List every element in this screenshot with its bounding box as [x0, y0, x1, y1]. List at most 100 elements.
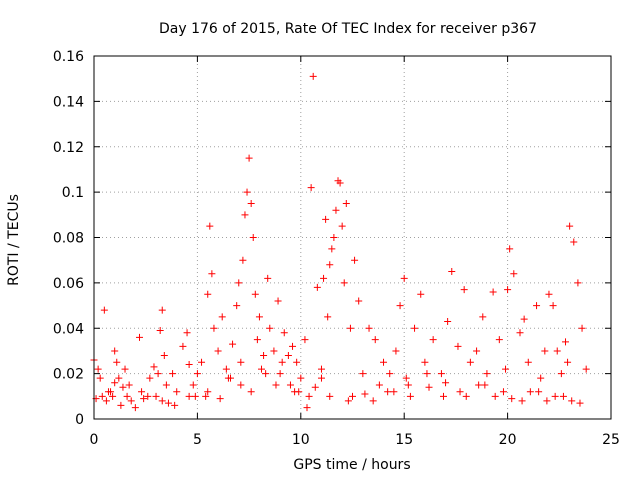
- data-point: [198, 358, 206, 366]
- data-point: [380, 358, 388, 366]
- x-tick-label: 10: [292, 432, 310, 448]
- data-point: [361, 390, 369, 398]
- y-tick-label: 0.06: [53, 276, 84, 292]
- data-point: [317, 374, 325, 382]
- data-point: [437, 370, 445, 378]
- data-point: [249, 234, 257, 241]
- data-point: [351, 256, 359, 264]
- data-point: [247, 199, 255, 207]
- data-point: [284, 351, 292, 359]
- data-point: [162, 381, 170, 389]
- data-point: [322, 215, 330, 223]
- data-point: [411, 324, 419, 332]
- data-point: [164, 399, 172, 407]
- data-point: [140, 395, 148, 403]
- grid-layer: [94, 56, 611, 419]
- data-point: [270, 347, 278, 355]
- data-point: [233, 302, 241, 310]
- data-point: [204, 388, 212, 396]
- data-point: [297, 374, 305, 382]
- data-point: [127, 397, 135, 405]
- data-point: [328, 245, 336, 253]
- data-point: [448, 268, 456, 276]
- data-point: [543, 397, 551, 405]
- data-point: [559, 392, 567, 400]
- data-point: [179, 342, 187, 350]
- data-point: [251, 290, 259, 298]
- x-axis-label: GPS time / hours: [293, 457, 410, 473]
- data-point: [404, 381, 412, 389]
- data-point: [237, 358, 245, 366]
- data-point: [516, 329, 524, 337]
- data-point: [278, 358, 286, 366]
- x-tick-label: 20: [499, 432, 517, 448]
- data-point: [578, 324, 586, 332]
- y-tick-label: 0.14: [53, 94, 84, 110]
- data-point: [214, 347, 222, 355]
- data-point: [183, 329, 191, 337]
- data-point: [276, 370, 284, 378]
- data-point: [330, 234, 338, 241]
- data-point: [371, 336, 379, 344]
- data-point: [524, 358, 532, 366]
- data-point: [473, 347, 481, 355]
- data-point: [384, 388, 392, 396]
- data-point: [557, 370, 565, 378]
- data-point: [286, 381, 294, 389]
- data-point: [208, 270, 216, 278]
- data-point: [144, 392, 152, 400]
- data-point: [342, 199, 350, 207]
- data-point: [311, 383, 319, 391]
- data-point: [537, 374, 545, 382]
- data-point: [340, 279, 348, 287]
- data-point: [549, 302, 557, 310]
- data-point: [111, 379, 119, 387]
- data-point: [390, 388, 398, 396]
- data-point: [369, 397, 377, 405]
- data-point: [152, 392, 160, 400]
- data-point: [520, 315, 528, 323]
- data-point: [193, 370, 201, 378]
- y-tick-label: 0.16: [53, 49, 84, 65]
- data-point: [226, 374, 234, 382]
- data-point: [402, 374, 410, 382]
- data-point: [526, 388, 534, 396]
- chart-title: Day 176 of 2015, Rate Of TEC Index for r…: [159, 21, 537, 37]
- data-point: [417, 290, 425, 298]
- data-point: [102, 397, 110, 405]
- data-point: [423, 370, 431, 378]
- x-tick-label: 0: [90, 432, 99, 448]
- data-point: [386, 370, 394, 378]
- data-point: [216, 395, 224, 403]
- data-point: [518, 397, 526, 405]
- data-point: [222, 365, 230, 373]
- data-point: [317, 365, 325, 373]
- y-axis-label: ROTI / TECUs: [6, 194, 22, 286]
- data-point: [247, 388, 255, 396]
- data-point: [551, 392, 559, 400]
- data-point: [320, 274, 328, 282]
- data-point: [119, 383, 127, 391]
- data-point: [150, 363, 158, 371]
- data-point: [355, 297, 363, 305]
- data-point: [173, 388, 181, 396]
- data-point: [442, 379, 450, 387]
- x-tick-label: 5: [193, 432, 202, 448]
- data-point: [326, 261, 334, 269]
- data-point: [568, 397, 576, 405]
- data-point: [349, 392, 356, 400]
- data-point: [566, 222, 574, 230]
- data-point: [338, 222, 346, 230]
- data-point: [359, 370, 367, 378]
- data-point: [305, 392, 313, 400]
- data-point: [258, 365, 266, 373]
- y-tick-label: 0.04: [53, 321, 84, 337]
- data-point: [131, 404, 139, 412]
- data-point: [96, 374, 104, 382]
- data-point: [489, 288, 497, 296]
- data-point: [218, 313, 226, 321]
- data-point: [237, 381, 245, 389]
- data-point: [332, 206, 340, 214]
- data-point: [289, 342, 297, 350]
- data-point: [479, 313, 487, 321]
